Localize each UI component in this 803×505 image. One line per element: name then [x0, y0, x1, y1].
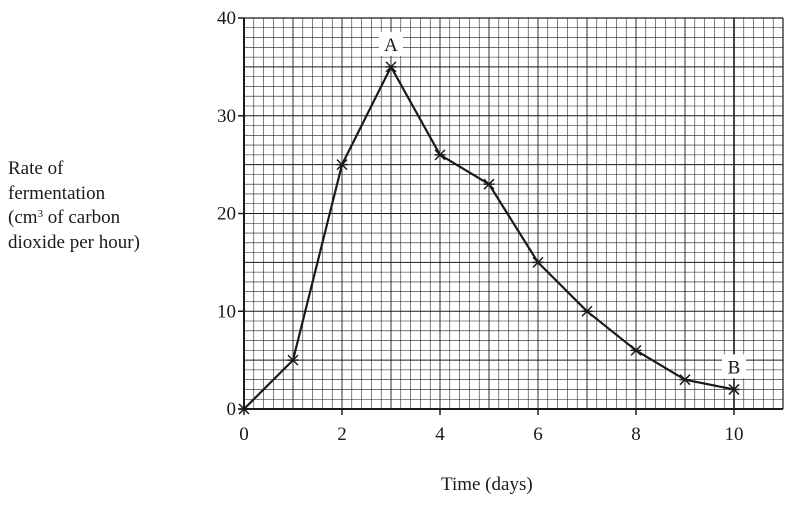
data-point-marker — [532, 256, 544, 268]
y-axis-label-line-2: fermentation — [8, 182, 106, 204]
annotation-label: B — [728, 357, 741, 378]
x-tick-label: 8 — [631, 424, 641, 445]
y-tick-label: 20 — [217, 204, 236, 225]
data-point-marker — [679, 374, 691, 386]
data-point-marker — [434, 149, 446, 161]
y-tick-label: 10 — [217, 301, 236, 322]
y-axis-label-line-1: Rate of — [8, 158, 64, 179]
x-tick-label: 4 — [435, 424, 445, 445]
annotation-box — [722, 354, 746, 379]
data-point-marker — [287, 354, 299, 366]
data-markers — [238, 61, 740, 415]
x-tick-label: 10 — [725, 424, 744, 445]
tick-labels: 0 10 20 30 40 0 2 4 6 8 10 — [217, 8, 744, 445]
y-tick-label: 0 — [227, 399, 237, 420]
y-axis-label-line-4: dioxide per hour) — [8, 231, 140, 253]
chart-grid — [243, 17, 784, 410]
x-tick-label: 2 — [337, 424, 347, 445]
data-point-marker — [630, 344, 642, 356]
annotation-box — [379, 31, 403, 56]
annotation-label: A — [384, 35, 398, 56]
data-point-marker — [385, 61, 397, 73]
y-axis-label-unit-prefix: (cm — [8, 207, 38, 228]
data-point-marker — [728, 383, 740, 395]
annotation-b: B — [722, 354, 746, 379]
y-axis-label-unit-suffix: of carbon — [43, 207, 121, 228]
data-point-marker — [238, 403, 250, 415]
x-tick-label: 0 — [239, 424, 249, 445]
annotations: AB — [379, 31, 746, 379]
y-axis-label-unit-superscript: 3 — [37, 208, 44, 220]
y-axis-label-line-3: (cm3 of carbon — [8, 206, 140, 231]
data-point-marker — [581, 305, 593, 317]
annotation-a: A — [379, 31, 403, 56]
y-tick-label: 30 — [217, 106, 236, 127]
x-axis-label: Time (days) — [441, 474, 533, 495]
y-tick-label: 40 — [217, 8, 236, 29]
data-point-marker — [483, 178, 495, 190]
x-tick-label: 6 — [533, 424, 543, 445]
data-point-marker — [336, 159, 348, 171]
chart-axes — [238, 17, 784, 415]
y-axis-label: Rate of fermentation (cm3 of carbon diox… — [8, 157, 140, 255]
